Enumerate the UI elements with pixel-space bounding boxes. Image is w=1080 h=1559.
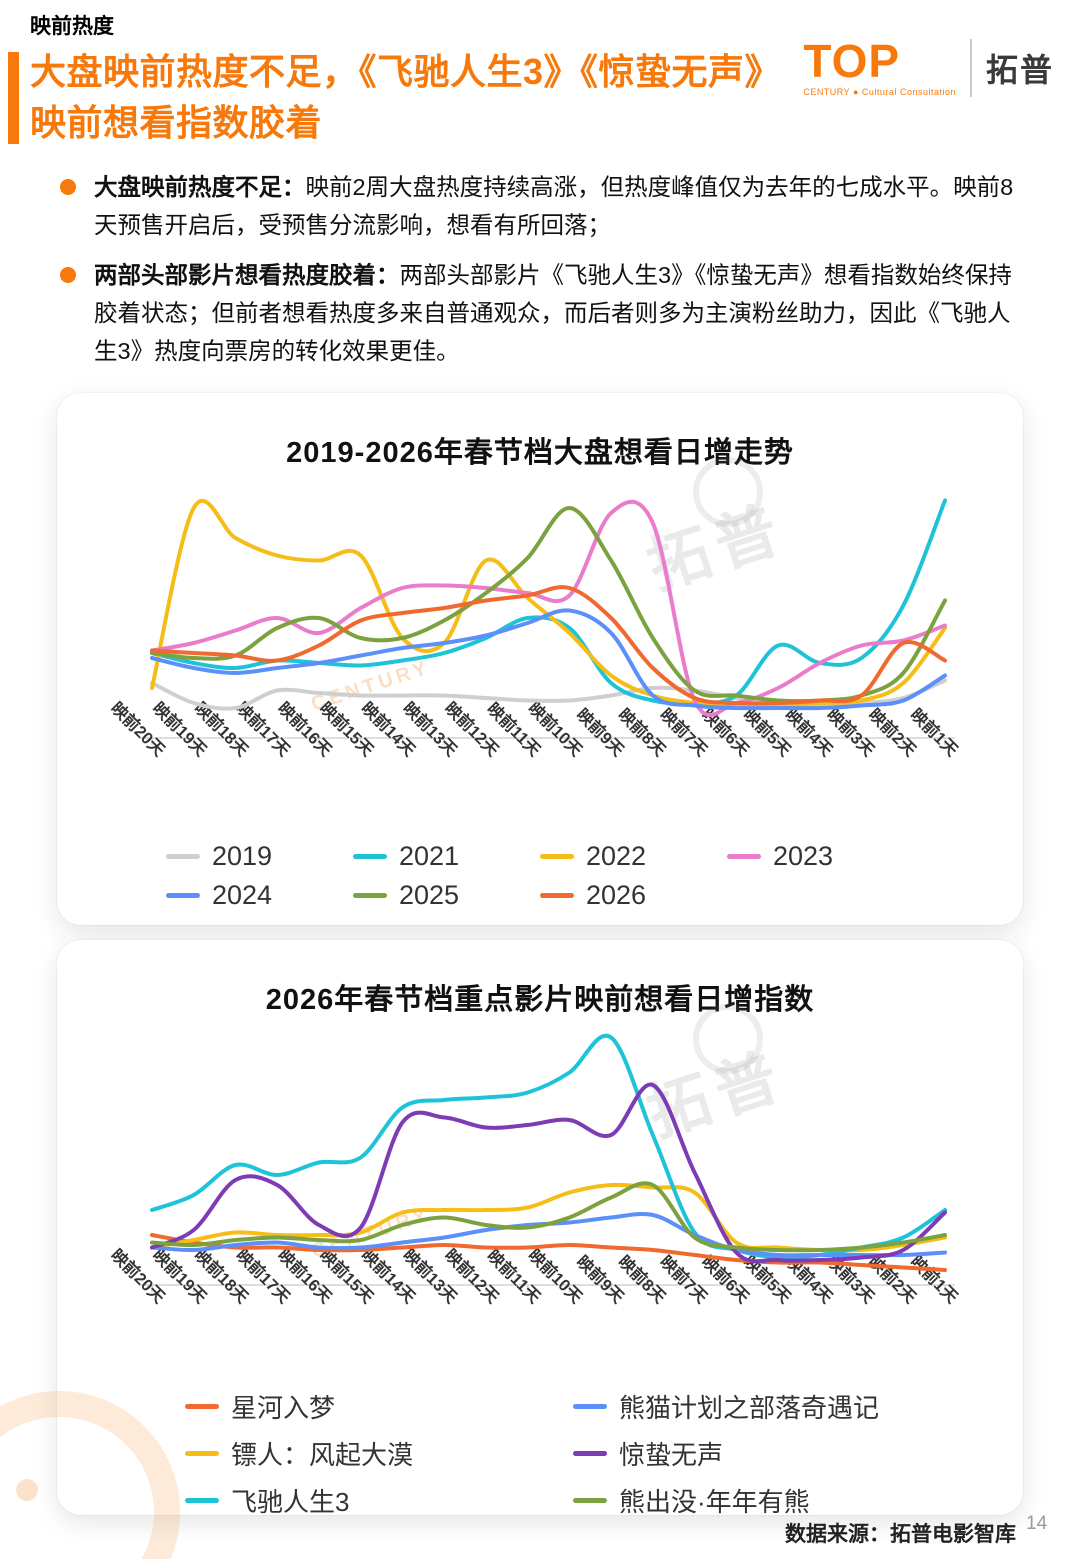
section-label: 映前热度 (30, 15, 114, 38)
legend-line-marker-icon (185, 1451, 219, 1456)
summary-bullets: 大盘映前热度不足：映前2周大盘热度持续高涨，但热度峰值仅为去年的七成水平。映前8… (60, 168, 1026, 382)
legend-item-惊蛰无声: 惊蛰无声 (573, 1435, 723, 1472)
chart1-legend: 2019 2021 2022 2023 2024 2025 2026 (166, 841, 914, 919)
legend-item-熊出没·年年有熊: 熊出没·年年有熊 (573, 1482, 810, 1515)
series-line-熊出没·年年有熊 (150, 1181, 947, 1253)
legend-label: 2021 (399, 841, 460, 871)
bullet-lead: 两部头部影片想看热度胶着： (94, 262, 400, 289)
legend-row: 镖人：风起大漠 惊蛰无声 (185, 1435, 879, 1472)
logo-caption: CENTURY ● Cultural Consultation (803, 87, 956, 97)
logo-left-block: TOP CENTURY ● Cultural Consultation (803, 38, 956, 97)
corner-decoration-dot-icon (16, 1479, 38, 1501)
card-overall-trend-chart: 2019-2026年春节档大盘想看日增走势 拓普 CENTURY 映前20天 映前… (57, 393, 1023, 925)
top-logo: TOP CENTURY ● Cultural Consultation 拓普 (803, 38, 1054, 97)
legend-label: 2022 (586, 841, 647, 871)
legend-line-marker-icon (573, 1451, 607, 1456)
legend-item-镖人：风起大漠: 镖人：风起大漠 (185, 1435, 573, 1472)
bullet-body: 映前2周大盘热度持续高涨，但热度峰值仅为去年的七成水平。映前8天预售开启后，受预… (94, 174, 1014, 239)
bullet-body: 两部头部影片《飞驰人生3》《惊蛰无声》想看指数始终保持胶着状态；但前者想看热度多… (94, 262, 1012, 365)
x-axis-tick-label: 映前1天 (907, 704, 963, 760)
legend-line-marker-icon (573, 1404, 607, 1409)
legend-label: 熊出没·年年有熊 (619, 1487, 810, 1515)
x-axis-tick-label: 映前1天 (907, 1251, 963, 1307)
chart2-legend: 星河入梦 熊猫计划之部落奇遇记镖人：风起大漠 惊蛰无声飞驰人生3 熊出没·年年有熊 (185, 1388, 879, 1515)
chart1-line-chart: 映前20天映前19天映前18天映前17天映前16天映前15天映前14天映前13天… (107, 498, 963, 760)
bullet-item: 大盘映前热度不足：映前2周大盘热度持续高涨，但热度峰值仅为去年的七成水平。映前8… (60, 168, 1026, 244)
chart1-title: 2019-2026年春节档大盘想看日增走势 (286, 437, 794, 469)
title-accent-bar (8, 52, 19, 144)
legend-line-marker-icon (727, 854, 761, 859)
legend-label: 熊猫计划之部落奇遇记 (619, 1393, 880, 1423)
legend-item-熊猫计划之部落奇遇记: 熊猫计划之部落奇遇记 (573, 1388, 879, 1425)
data-source-note: 数据来源：拓普电影智库 (785, 1523, 1016, 1546)
legend-line-marker-icon (353, 893, 387, 898)
series-line-2022 (150, 498, 947, 708)
legend-row: 星河入梦 熊猫计划之部落奇遇记 (185, 1388, 879, 1425)
legend-item-2019: 2019 (166, 841, 353, 872)
logo-divider (969, 38, 972, 97)
logo-brand-cn: 拓普 (985, 51, 1054, 88)
bullet-text: 两部头部影片想看热度胶着：两部头部影片《飞驰人生3》《惊蛰无声》想看指数始终保持… (94, 256, 1026, 370)
bullet-marker-icon (60, 267, 76, 284)
chart2-line-chart: 映前20天映前19天映前18天映前17天映前16天映前15天映前14天映前13天… (107, 1033, 963, 1307)
legend-line-marker-icon (185, 1498, 219, 1503)
legend-row: 2019 2021 2022 2023 (166, 841, 914, 872)
legend-item-2022: 2022 (540, 841, 727, 872)
legend-line-marker-icon (185, 1404, 219, 1409)
legend-item-2025: 2025 (353, 880, 540, 911)
legend-label: 飞驰人生3 (231, 1487, 350, 1515)
legend-line-marker-icon (166, 854, 200, 859)
legend-label: 星河入梦 (231, 1393, 336, 1423)
legend-item-2023: 2023 (727, 841, 914, 872)
bullet-marker-icon (60, 179, 76, 195)
legend-label: 2026 (586, 880, 647, 910)
legend-row: 2024 2025 2026 (166, 880, 914, 911)
legend-item-2026: 2026 (540, 880, 727, 911)
bullet-text: 大盘映前热度不足：映前2周大盘热度持续高涨，但热度峰值仅为去年的七成水平。映前8… (94, 168, 1026, 244)
legend-label: 镖人：风起大漠 (231, 1440, 414, 1470)
legend-line-marker-icon (573, 1498, 607, 1503)
series-line-星河入梦 (150, 1233, 947, 1272)
series-line-惊蛰无声 (150, 1082, 947, 1264)
series-line-2024 (150, 608, 947, 711)
bullet-lead: 大盘映前热度不足： (94, 174, 306, 200)
series-line-2025 (150, 505, 947, 704)
legend-label: 惊蛰无声 (619, 1440, 724, 1470)
series-line-2023 (150, 499, 947, 717)
legend-item-飞驰人生3: 飞驰人生3 (185, 1482, 573, 1515)
card-key-films-chart: 2026年春节档重点影片映前想看日增指数 拓普 CENTURY 映前20天 映前1… (57, 940, 1023, 1515)
legend-label: 2023 (773, 841, 834, 871)
legend-item-星河入梦: 星河入梦 (185, 1388, 573, 1425)
legend-label: 2025 (399, 880, 460, 910)
legend-item-2021: 2021 (353, 841, 540, 872)
legend-row: 飞驰人生3 熊出没·年年有熊 (185, 1482, 879, 1515)
page-number: 14 (1026, 1513, 1048, 1534)
legend-line-marker-icon (540, 893, 574, 898)
legend-line-marker-icon (540, 854, 574, 859)
chart2-title: 2026年春节档重点影片映前想看日增指数 (265, 984, 815, 1016)
legend-label: 2024 (212, 880, 273, 910)
legend-item-2024: 2024 (166, 880, 353, 911)
legend-line-marker-icon (166, 893, 200, 898)
page-title: 大盘映前热度不足，《飞驰人生3》《惊蛰无声》 映前想看指数胶着 (30, 51, 782, 144)
series-line-2026 (150, 585, 947, 706)
series-line-2019 (150, 678, 947, 711)
legend-label: 2019 (212, 841, 273, 871)
bullet-item: 两部头部影片想看热度胶着：两部头部影片《飞驰人生3》《惊蛰无声》想看指数始终保持… (60, 256, 1026, 370)
top-logo-text: TOP (803, 35, 901, 87)
legend-line-marker-icon (353, 854, 387, 859)
